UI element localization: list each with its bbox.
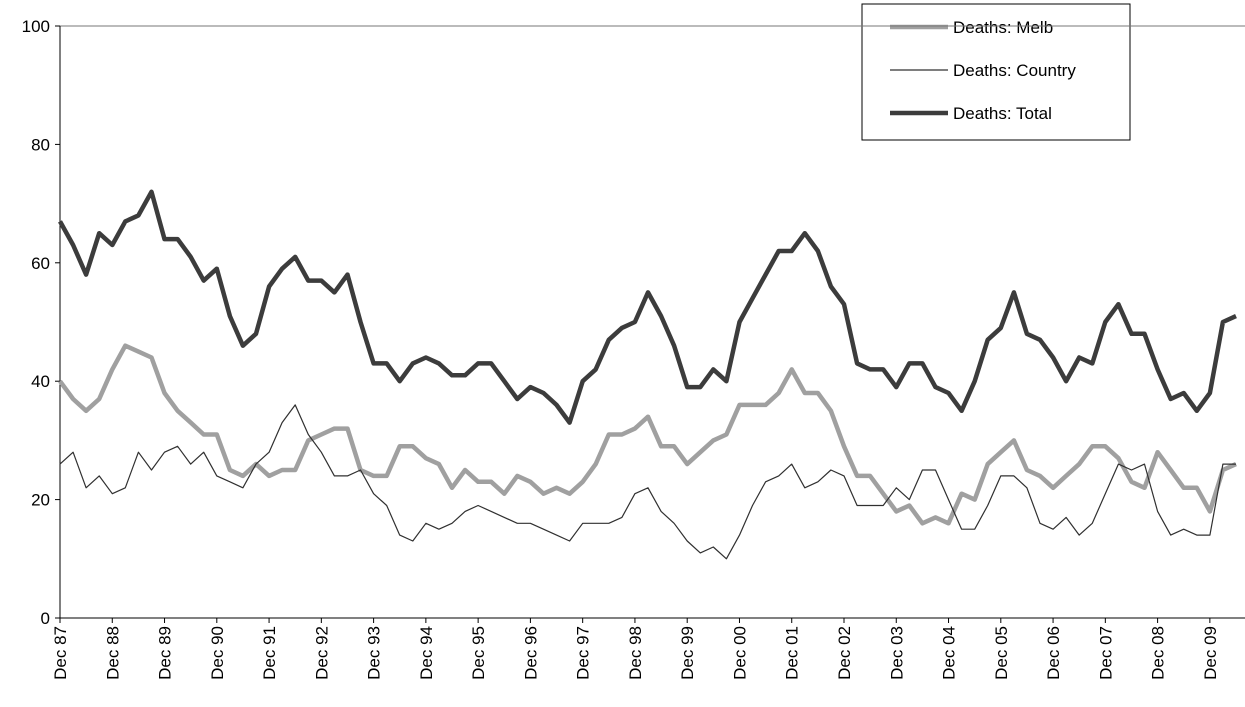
x-tick-label: Dec 05 (992, 626, 1011, 680)
legend: Deaths: Melb Deaths: Country Deaths: Total (861, 3, 1131, 141)
series-line (58, 189, 1237, 425)
x-tick-label: Dec 98 (626, 626, 645, 680)
y-tick-label: 80 (31, 135, 50, 154)
x-tick-label: Dec 97 (574, 626, 593, 680)
x-tick-label: Dec 09 (1201, 626, 1220, 680)
x-tick-label: Dec 89 (156, 626, 175, 680)
series-line (59, 404, 1236, 560)
y-tick-label: 60 (31, 254, 50, 273)
x-tick-label: Dec 03 (887, 626, 906, 680)
x-tick-label: Dec 95 (469, 626, 488, 680)
y-tick-label: 40 (31, 372, 50, 391)
x-tick-label: Dec 06 (1044, 626, 1063, 680)
x-tick-label: Dec 04 (940, 626, 959, 680)
x-tick-label: Dec 08 (1149, 626, 1168, 680)
x-tick-label: Dec 90 (208, 626, 227, 680)
x-tick-label: Dec 92 (312, 626, 331, 680)
x-tick-label: Dec 93 (365, 626, 384, 680)
x-tick-label: Dec 96 (521, 626, 540, 680)
x-tick-label: Dec 87 (51, 626, 70, 680)
y-tick-label: 20 (31, 491, 50, 510)
x-tick-label: Dec 02 (835, 626, 854, 680)
x-tick-label: Dec 01 (783, 626, 802, 680)
y-tick-label: 100 (22, 17, 50, 36)
legend-label: Deaths: Melb (953, 18, 1053, 37)
x-tick-label: Dec 99 (678, 626, 697, 680)
x-tick-label: Dec 00 (730, 626, 749, 680)
legend-label: Deaths: Country (953, 61, 1076, 80)
x-tick-label: Dec 07 (1096, 626, 1115, 680)
x-tick-label: Dec 88 (103, 626, 122, 680)
y-tick-label: 0 (41, 609, 50, 628)
legend-label: Deaths: Total (953, 104, 1052, 123)
x-tick-label: Dec 91 (260, 626, 279, 680)
x-tick-label: Dec 94 (417, 626, 436, 680)
